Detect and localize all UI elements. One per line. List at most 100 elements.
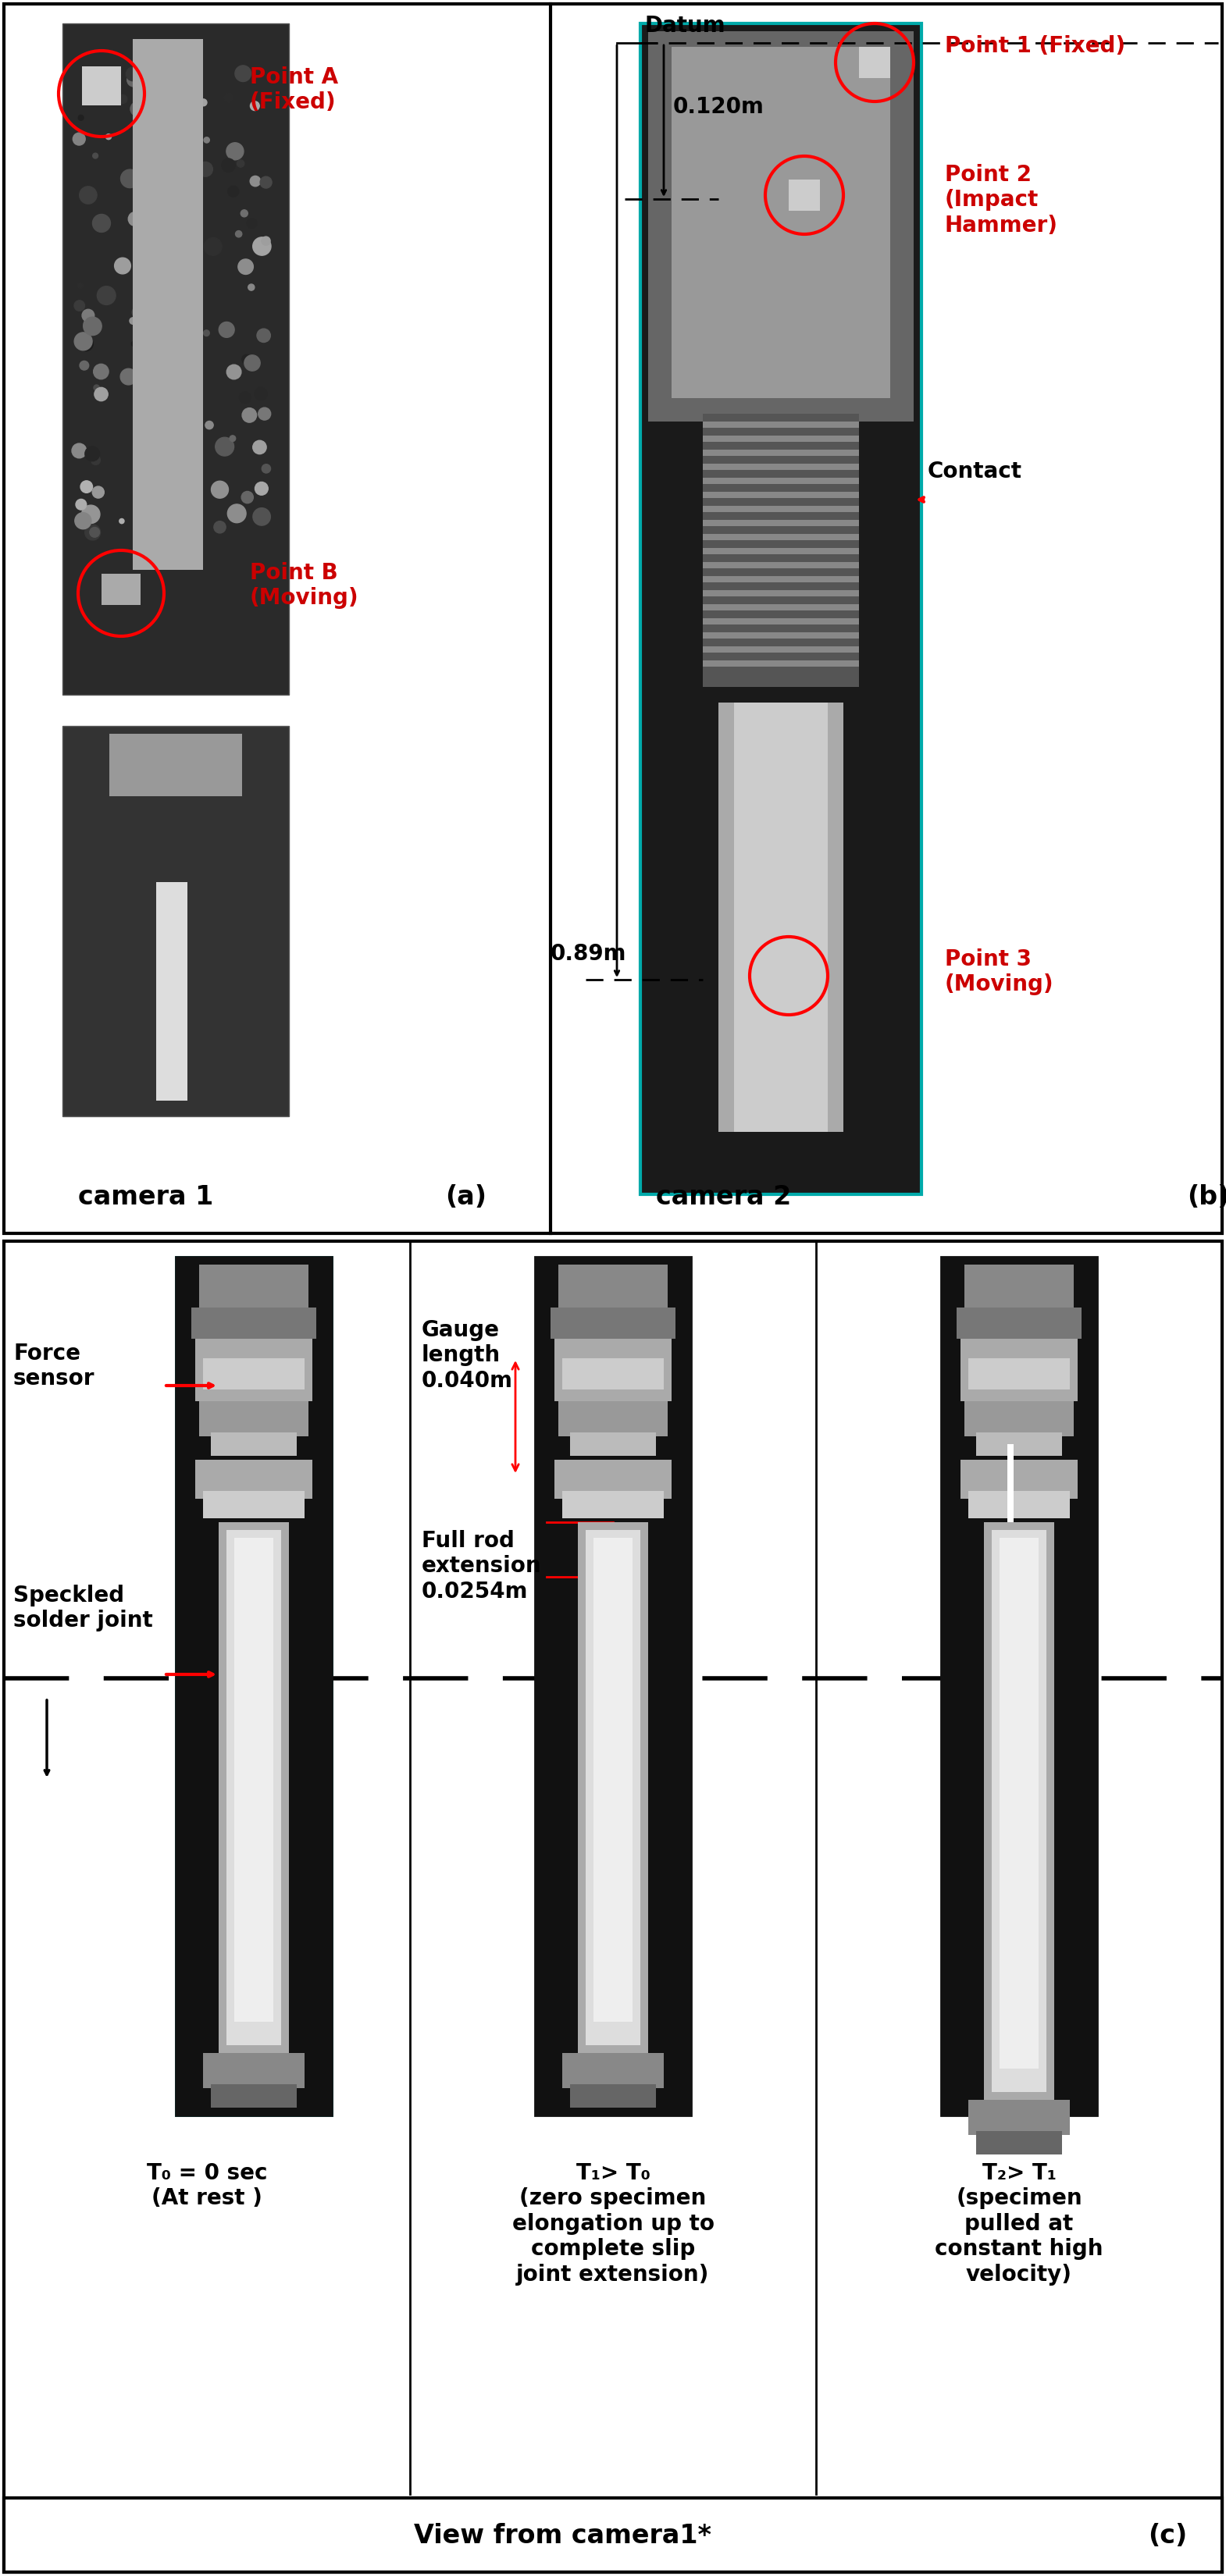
Text: (b): (b) xyxy=(1187,1185,1226,1211)
Text: camera 2: camera 2 xyxy=(656,1185,791,1211)
Circle shape xyxy=(192,397,197,402)
Circle shape xyxy=(253,237,271,255)
Text: (a): (a) xyxy=(445,1185,487,1211)
Circle shape xyxy=(132,307,143,317)
Bar xyxy=(640,23,922,1195)
Circle shape xyxy=(204,330,210,335)
Bar xyxy=(702,590,859,598)
Circle shape xyxy=(131,340,136,345)
Bar xyxy=(211,1432,297,1455)
Circle shape xyxy=(72,134,86,144)
Circle shape xyxy=(195,531,201,538)
Bar xyxy=(554,1461,672,1499)
Text: Point B
(Moving): Point B (Moving) xyxy=(250,562,359,608)
Bar xyxy=(965,1265,1074,1311)
Text: Gauge
length
0.040m: Gauge length 0.040m xyxy=(422,1319,512,1391)
Circle shape xyxy=(178,263,183,268)
Circle shape xyxy=(119,518,124,523)
Circle shape xyxy=(85,446,99,461)
Circle shape xyxy=(244,355,260,371)
Bar xyxy=(204,2053,304,2089)
Circle shape xyxy=(75,513,91,528)
Bar xyxy=(156,881,188,1100)
Text: Speckled
solder joint: Speckled solder joint xyxy=(13,1584,153,1631)
Bar xyxy=(218,1522,289,2053)
Circle shape xyxy=(93,152,98,160)
Bar xyxy=(175,1257,332,2115)
Circle shape xyxy=(227,142,244,160)
Bar xyxy=(563,1358,663,1388)
Circle shape xyxy=(124,374,134,381)
Text: Force
sensor: Force sensor xyxy=(13,1342,94,1391)
Circle shape xyxy=(80,361,88,371)
Bar xyxy=(999,1538,1038,2069)
Text: camera 1: camera 1 xyxy=(78,1185,213,1211)
Bar xyxy=(788,180,820,211)
Circle shape xyxy=(80,185,97,204)
Bar xyxy=(960,1340,1078,1401)
Circle shape xyxy=(85,526,101,541)
Circle shape xyxy=(262,464,271,474)
Circle shape xyxy=(205,420,213,430)
Bar xyxy=(234,1538,273,2022)
Bar xyxy=(550,1309,676,1340)
Circle shape xyxy=(185,75,196,85)
Circle shape xyxy=(178,397,192,410)
Circle shape xyxy=(260,178,272,188)
Bar xyxy=(195,1461,313,1499)
Bar xyxy=(554,1340,672,1401)
Circle shape xyxy=(170,283,178,291)
Circle shape xyxy=(83,319,94,330)
Bar xyxy=(102,574,141,605)
Circle shape xyxy=(136,484,146,495)
Circle shape xyxy=(163,433,170,440)
Circle shape xyxy=(235,232,242,237)
Bar xyxy=(63,726,289,1115)
Circle shape xyxy=(255,386,267,399)
Circle shape xyxy=(146,355,157,366)
Bar xyxy=(702,659,859,667)
Circle shape xyxy=(216,438,234,456)
Bar xyxy=(976,2130,1062,2154)
Circle shape xyxy=(204,237,222,255)
Circle shape xyxy=(188,294,195,301)
Bar xyxy=(4,2499,1222,2571)
Text: (c): (c) xyxy=(1148,2522,1187,2548)
Bar xyxy=(702,464,859,469)
Circle shape xyxy=(130,103,145,116)
Bar xyxy=(702,647,859,652)
Text: Datum: Datum xyxy=(644,15,725,36)
Circle shape xyxy=(154,142,162,149)
Circle shape xyxy=(128,72,140,88)
Circle shape xyxy=(148,363,159,374)
Circle shape xyxy=(253,440,266,453)
Circle shape xyxy=(105,134,112,139)
Circle shape xyxy=(77,283,83,289)
Circle shape xyxy=(140,193,156,211)
Circle shape xyxy=(217,440,226,448)
Circle shape xyxy=(78,116,83,121)
Text: 0.120m: 0.120m xyxy=(673,95,764,118)
Circle shape xyxy=(222,160,235,173)
Circle shape xyxy=(174,392,184,402)
Bar xyxy=(593,1538,633,2022)
Circle shape xyxy=(120,170,139,188)
Circle shape xyxy=(113,93,119,98)
Circle shape xyxy=(240,209,248,216)
Bar xyxy=(702,492,859,497)
Bar xyxy=(4,5,1222,1234)
Circle shape xyxy=(91,456,101,464)
Bar xyxy=(960,1461,1078,1499)
Circle shape xyxy=(97,286,115,304)
Circle shape xyxy=(179,175,184,180)
Circle shape xyxy=(194,124,202,134)
Circle shape xyxy=(74,301,85,312)
Bar xyxy=(942,1257,1097,2115)
Bar xyxy=(558,1401,668,1437)
Circle shape xyxy=(242,355,251,363)
Text: View from camera1*: View from camera1* xyxy=(413,2522,711,2548)
Circle shape xyxy=(146,183,162,201)
Circle shape xyxy=(150,348,163,363)
Bar xyxy=(649,31,913,422)
Bar xyxy=(992,1530,1047,2092)
